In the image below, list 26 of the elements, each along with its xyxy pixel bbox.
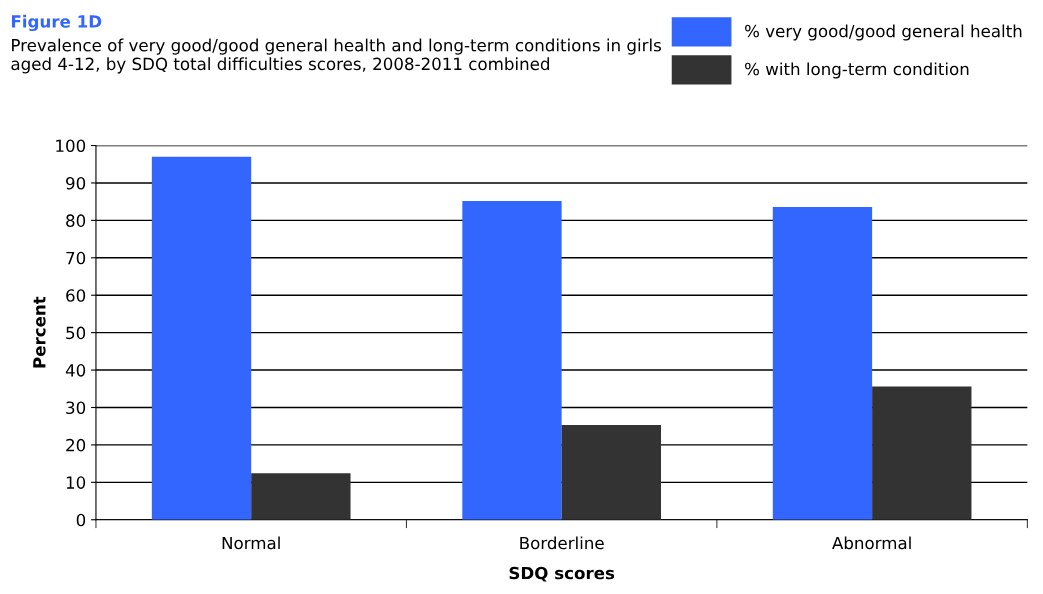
y-tick-label: 90 xyxy=(66,176,86,190)
y-tick-label: 70 xyxy=(66,251,86,265)
bar xyxy=(872,386,972,520)
x-tick-label: Borderline xyxy=(520,536,604,550)
bar xyxy=(251,473,351,520)
y-axis-title: Percent xyxy=(33,296,46,368)
y-tick-label: 20 xyxy=(66,438,86,452)
bar xyxy=(151,156,252,520)
y-tick-label: 60 xyxy=(66,289,86,302)
y-tick-label: 80 xyxy=(66,214,86,227)
bar xyxy=(772,206,873,520)
x-tick-label: Abnormal xyxy=(832,536,911,550)
bar xyxy=(462,200,562,520)
y-tick-label: 0 xyxy=(76,513,86,527)
chart-subtitle: Prevalence of very good/good general health and long-term conditions in girls aged 4-12, by SDQ total difficulties scores, 2008-2011 combined xyxy=(11,38,661,74)
bar xyxy=(561,425,661,520)
x-tick-label: Normal xyxy=(222,536,280,550)
chart-title: Figure 1D xyxy=(11,14,102,32)
legend-label: % with long-term condition xyxy=(745,62,969,79)
y-tick-label: 40 xyxy=(65,364,86,377)
x-axis-title: SDQ scores xyxy=(509,566,615,582)
y-tick-label: 50 xyxy=(66,326,86,340)
y-tick-label: 10 xyxy=(66,476,86,489)
y-tick-label: 100 xyxy=(56,139,86,153)
legend-label: % very good/good general health xyxy=(745,24,1022,41)
y-tick-label: 30 xyxy=(66,401,86,415)
